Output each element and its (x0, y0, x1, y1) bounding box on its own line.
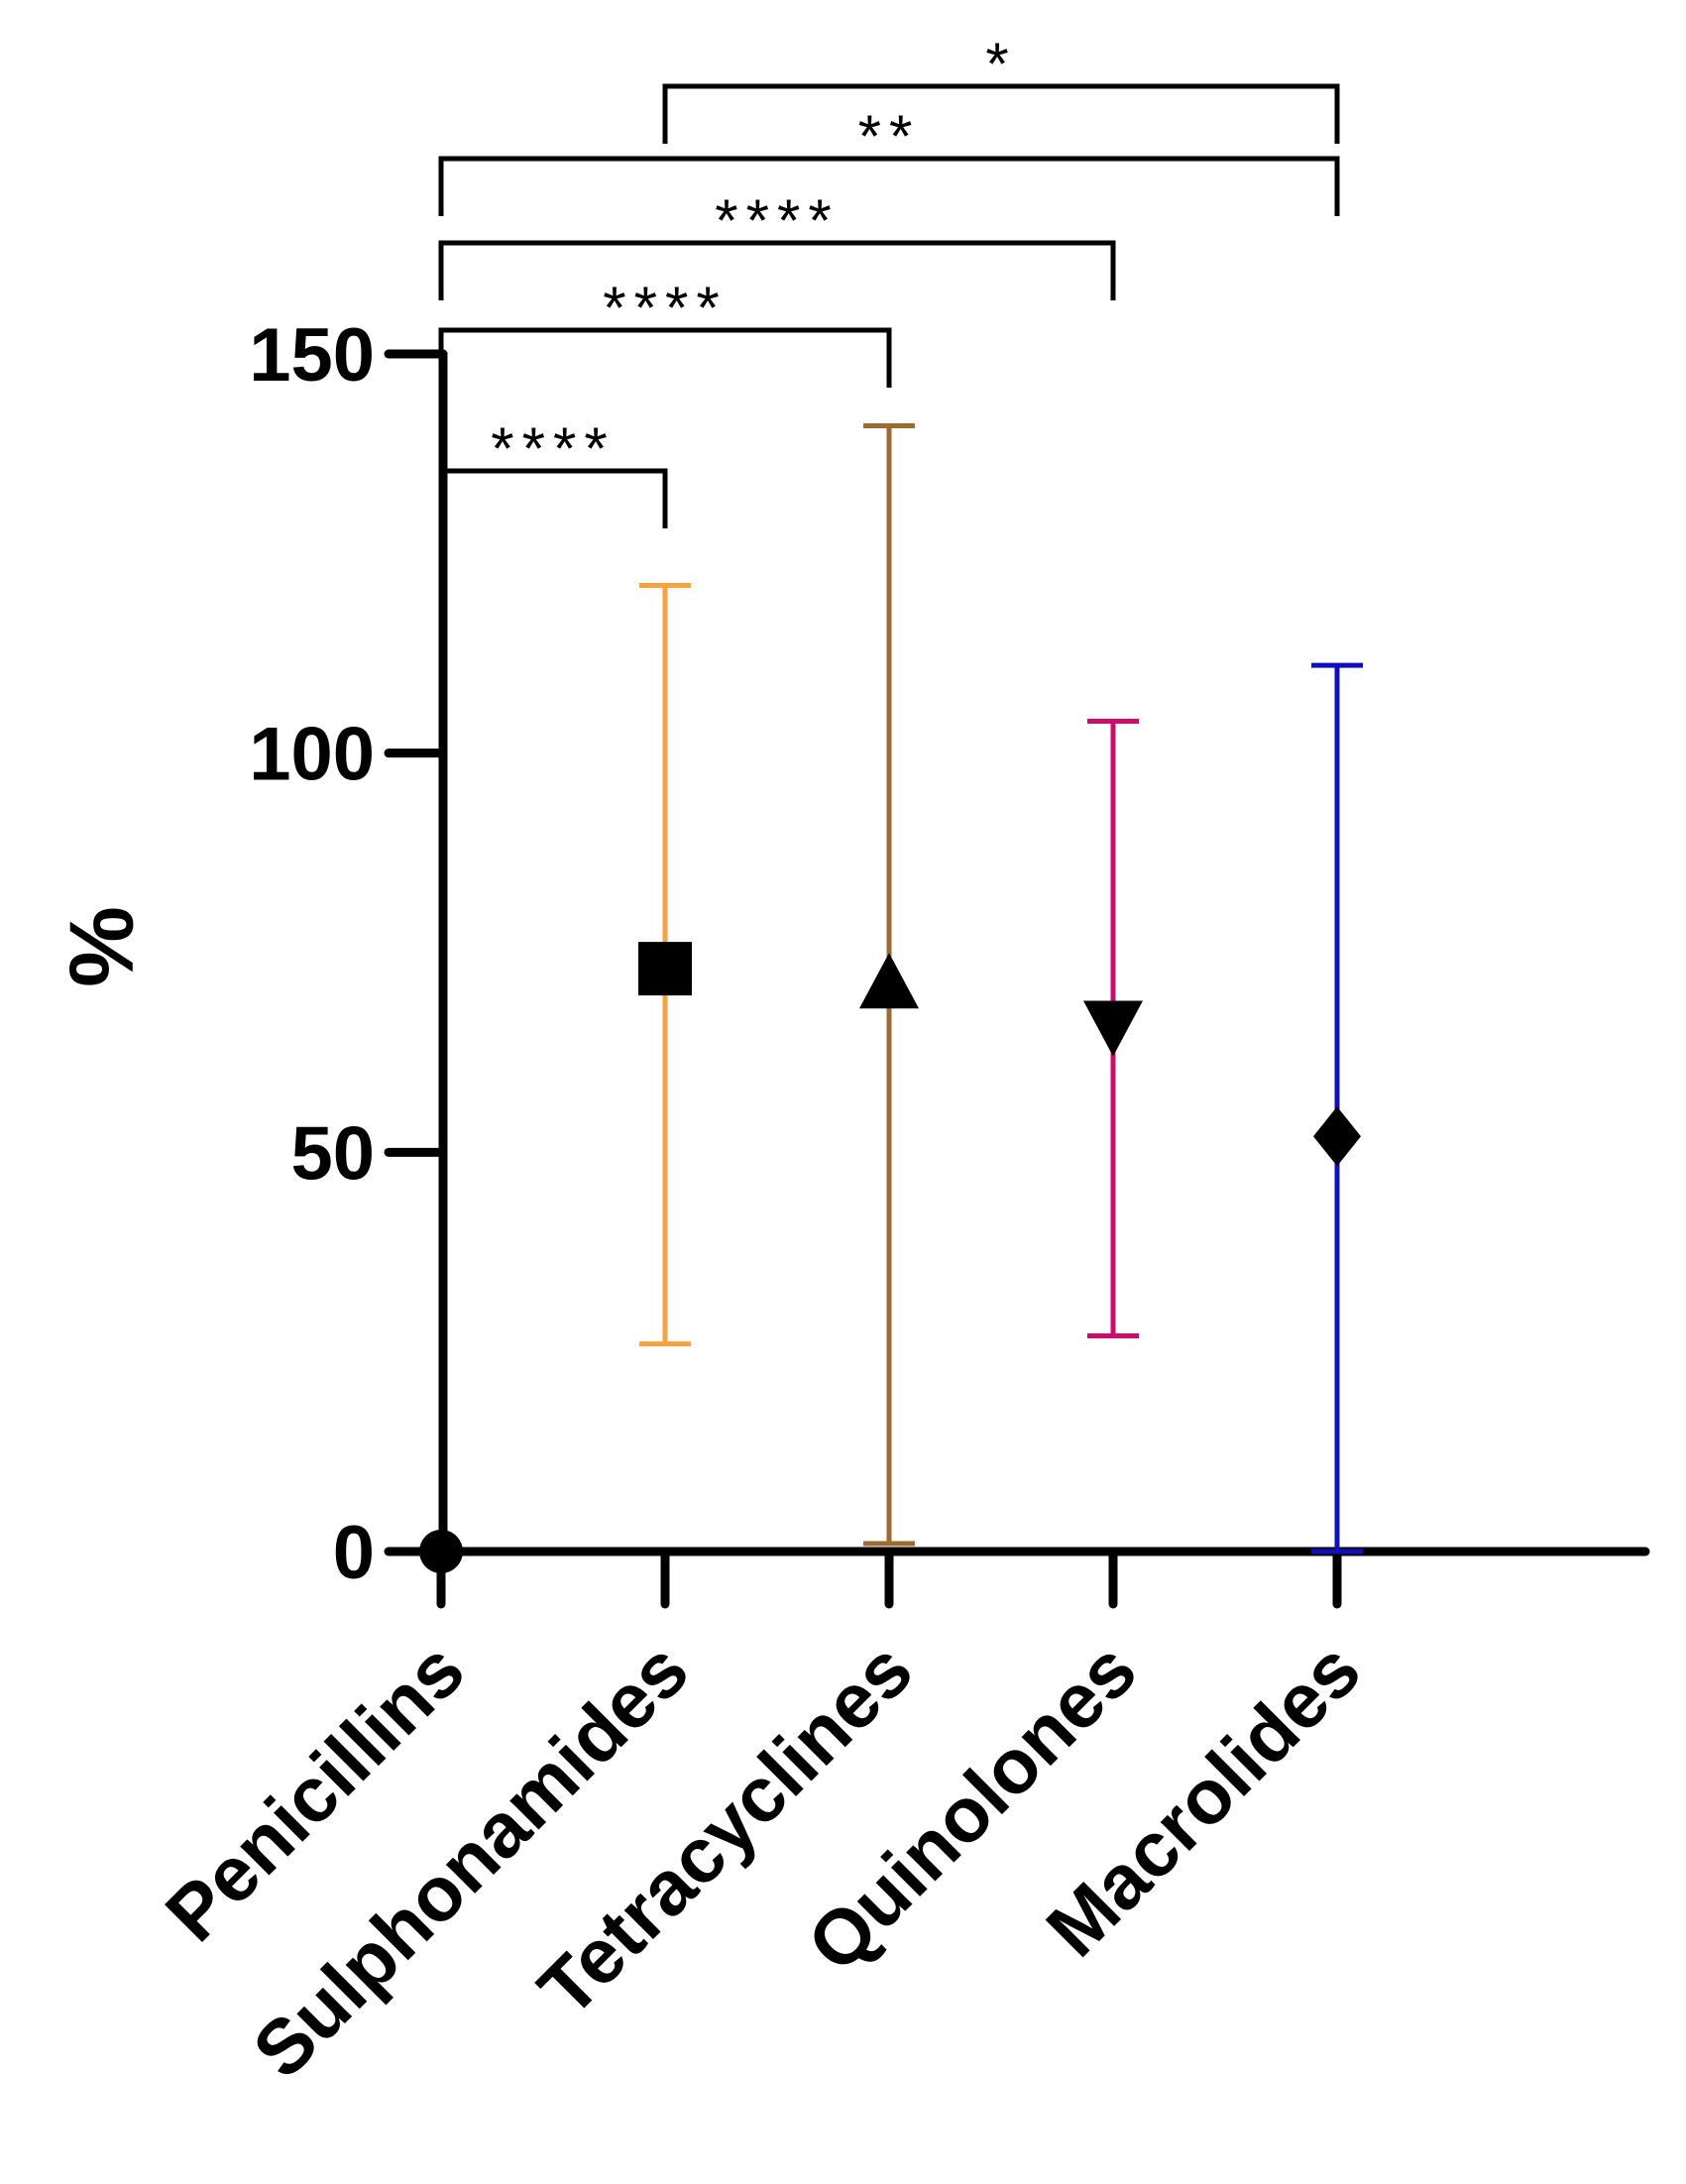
y-tick-label: 0 (333, 1511, 375, 1595)
y-tick-label: 50 (290, 1111, 375, 1196)
significance-label: * (985, 31, 1016, 97)
y-axis-title: % (52, 906, 153, 987)
significance-label: **** (491, 415, 615, 482)
significance-bracket (438, 240, 1116, 300)
significance-bracket (438, 327, 892, 388)
significance-bracket (438, 156, 1340, 216)
significance-bracket (438, 468, 668, 528)
marker-diamond (1313, 1106, 1361, 1167)
significance-label: **** (715, 187, 839, 254)
axes: 050100150PenicillinsSulphonamidesTetracy… (149, 313, 1650, 2095)
error-bars (639, 422, 1363, 1554)
y-tick-label: 100 (249, 713, 375, 797)
marker-circle (419, 1530, 463, 1573)
significance-label: ** (858, 103, 921, 170)
significance-label: **** (603, 275, 727, 341)
marker-square (638, 942, 692, 996)
y-tick-label: 150 (249, 313, 375, 398)
markers (419, 942, 1361, 1573)
marker-triangle-up (859, 953, 919, 1009)
significance-bracket (662, 83, 1340, 144)
significance-brackets: *************** (438, 31, 1340, 528)
marker-triangle-down (1083, 1000, 1143, 1057)
